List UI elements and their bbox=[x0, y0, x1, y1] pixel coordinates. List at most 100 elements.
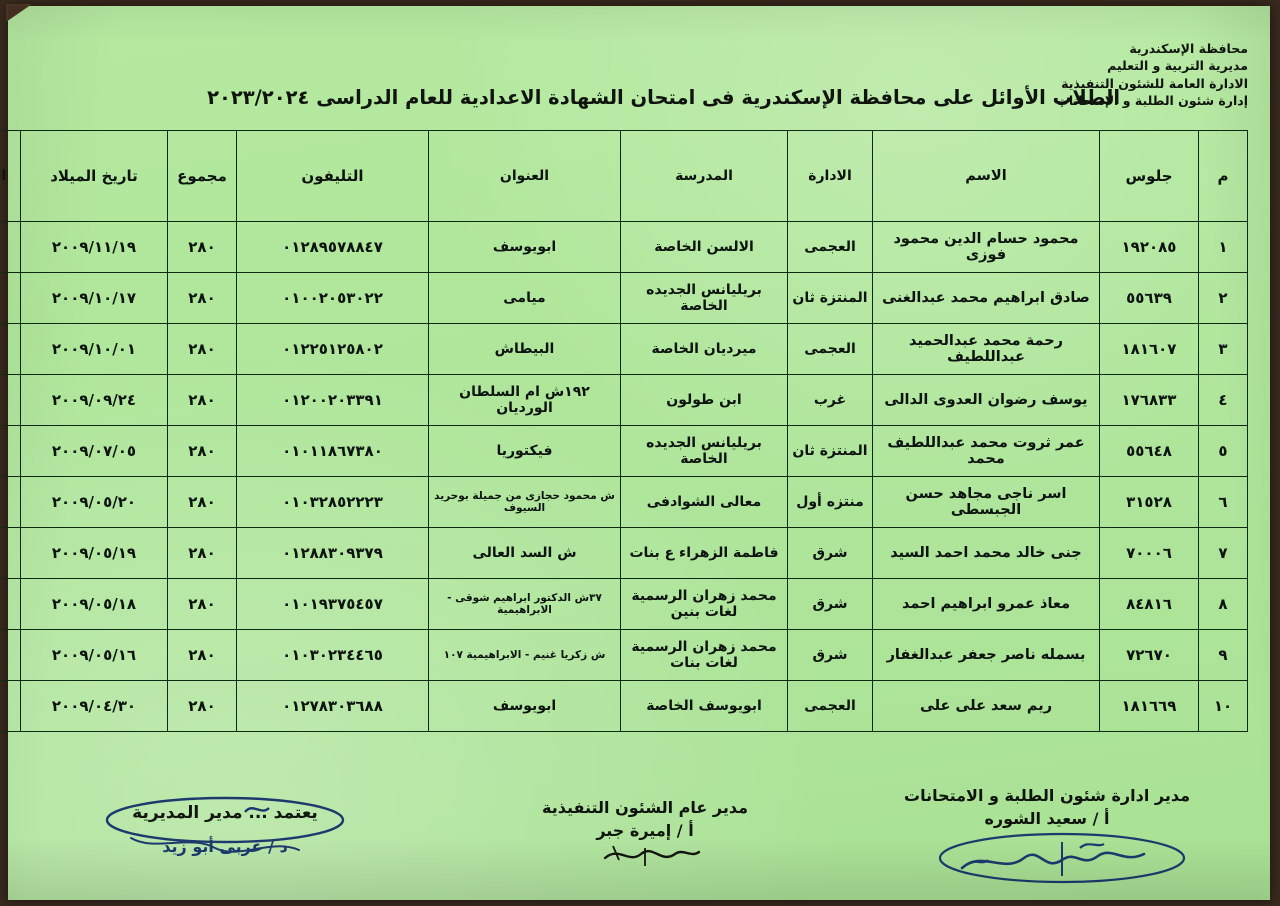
cell-birth: ٢٠٠٩/٠٧/٠٥ bbox=[20, 425, 168, 477]
cell-seat: ٧٢٦٧٠ bbox=[1099, 629, 1199, 681]
cell-rank: الأولمكرر bbox=[0, 629, 21, 681]
cell-total: ٢٨٠ bbox=[167, 425, 237, 477]
cell-address: ش محمود حجازى من جميلة بوحريد السيوف bbox=[428, 476, 621, 528]
letterhead-line-governorate: محافظة الإسكندرية bbox=[1129, 41, 1248, 56]
cell-admin: المنتزة ثان bbox=[787, 425, 873, 477]
rank-primary: الأول bbox=[0, 536, 17, 553]
page-title: الطلاب الأوائل على محافظة الإسكندرية فى … bbox=[207, 86, 1120, 109]
cell-admin: غرب bbox=[787, 374, 873, 426]
cell-name: ريم سعد على على bbox=[872, 680, 1100, 732]
cell-birth: ٢٠٠٩/٠٤/٣٠ bbox=[20, 680, 168, 732]
cell-admin: شرق bbox=[787, 527, 873, 579]
rank-primary: الأول bbox=[0, 239, 17, 256]
cell-no: ١ bbox=[1198, 221, 1248, 273]
signature-title-exams-director: مدير ادارة شئون الطلبة و الامتحانات bbox=[903, 786, 1190, 805]
cell-seat: ٨٤٨١٦ bbox=[1099, 578, 1199, 630]
table-row: ٥ ٥٥٦٤٨ عمر ثروت محمد عبداللطيف محمد المنتز… bbox=[0, 425, 1248, 477]
rank-primary: الأول bbox=[0, 383, 17, 400]
cell-name: عمر ثروت محمد عبداللطيف محمد bbox=[872, 425, 1100, 477]
cell-name: اسر ناجى مجاهد حسن الجبسطى bbox=[872, 476, 1100, 528]
cell-no: ٩ bbox=[1198, 629, 1248, 681]
cell-admin: العجمى bbox=[787, 323, 873, 375]
cell-phone: ٠١٠٣٢٨٥٢٢٢٣ bbox=[236, 476, 429, 528]
rank-primary: الأول bbox=[0, 689, 17, 706]
column-header-school: المدرسة bbox=[620, 130, 788, 222]
letterhead: محافظة الإسكندرية مديرية التربية و التعل… bbox=[1056, 40, 1248, 109]
cell-school: محمد زهران الرسمية لغات بنات bbox=[620, 629, 788, 681]
table-body: ١ ١٩٢٠٨٥ محمود حسام الدين محمود فوزى العجمى… bbox=[0, 221, 1248, 732]
cell-address: ١٩٢ش ام السلطان الورديان bbox=[428, 374, 621, 426]
cell-no: ٦ bbox=[1198, 476, 1248, 528]
rank-secondary: مكرر bbox=[0, 502, 17, 519]
signature-title-executive-director: مدير عام الشئون التنفيذية bbox=[541, 798, 749, 817]
letterhead-line-department: إدارة شئون الطلبة و الإمتحانات bbox=[1056, 92, 1248, 108]
cell-total: ٢٨٠ bbox=[167, 272, 237, 324]
column-header-seat: جلوس bbox=[1099, 130, 1199, 222]
signature-block-executive-director: مدير عام الشئون التنفيذية أ / إميرة جبر bbox=[495, 796, 795, 874]
cell-school: فاطمة الزهراء ع بنات bbox=[620, 527, 788, 579]
rank-primary: الأول bbox=[0, 281, 17, 298]
cell-total: ٢٨٠ bbox=[167, 476, 237, 528]
cell-rank: الأول bbox=[0, 221, 21, 273]
cell-phone: ٠١٠٠٢٠٥٣٠٢٢ bbox=[236, 272, 429, 324]
cell-seat: ٥٥٦٤٨ bbox=[1099, 425, 1199, 477]
cell-no: ٨ bbox=[1198, 578, 1248, 630]
letterhead-line-directorate: مديرية التربية و التعليم bbox=[1107, 58, 1248, 74]
cell-admin: شرق bbox=[787, 578, 873, 630]
cell-school: معالى الشوادفى bbox=[620, 476, 788, 528]
cell-phone: ٠١٠١٩٣٧٥٤٥٧ bbox=[236, 578, 429, 630]
cell-admin: العجمى bbox=[787, 221, 873, 273]
column-header-no: م bbox=[1198, 130, 1248, 222]
cell-no: ٣ bbox=[1198, 323, 1248, 375]
cell-phone: ٠١٠٣٠٢٣٤٤٦٥ bbox=[236, 629, 429, 681]
cell-phone: ٠١٢٠٠٢٠٣٣٩١ bbox=[236, 374, 429, 426]
rank-secondary: مكرر bbox=[0, 400, 17, 417]
cell-address: ش زكريا غنيم - الابراهيمية ١٠٧ bbox=[428, 629, 621, 681]
cell-name: صادق ابراهيم محمد عبدالغنى bbox=[872, 272, 1100, 324]
signature-name-executive-director: أ / إميرة جبر bbox=[596, 821, 694, 841]
cell-seat: ٧٠٠٠٦ bbox=[1099, 527, 1199, 579]
cell-school: ابويوسف الخاصة bbox=[620, 680, 788, 732]
cell-total: ٢٨٠ bbox=[167, 629, 237, 681]
table-header-row: م جلوس الاسم الادارة المدرسة العنوان الت… bbox=[0, 130, 1248, 222]
cell-name: رحمة محمد عبدالحميد عبداللطيف bbox=[872, 323, 1100, 375]
column-header-name: الاسم bbox=[872, 130, 1100, 222]
cell-name: بسمله ناصر جعفر عبدالغفار bbox=[872, 629, 1100, 681]
column-header-rank: الترتيب bbox=[0, 130, 21, 222]
cell-birth: ٢٠٠٩/٠٥/٢٠ bbox=[20, 476, 168, 528]
cell-school: بريليانس الجديده الخاصة bbox=[620, 425, 788, 477]
cell-seat: ١٩٢٠٨٥ bbox=[1099, 221, 1199, 273]
cell-seat: ١٧٦٨٣٣ bbox=[1099, 374, 1199, 426]
cell-no: ٤ bbox=[1198, 374, 1248, 426]
cell-birth: ٢٠٠٩/١٠/٠١ bbox=[20, 323, 168, 375]
cell-school: محمد زهران الرسمية لغات بنين bbox=[620, 578, 788, 630]
handwritten-approval-directorate-head: يعتمد ... مدير المديرية د / عربى أبو زيد bbox=[105, 796, 345, 856]
cell-total: ٢٨٠ bbox=[167, 221, 237, 273]
cell-no: ٢ bbox=[1198, 272, 1248, 324]
cell-address: ابويوسف bbox=[428, 680, 621, 732]
rank-secondary: مكرر bbox=[0, 706, 17, 723]
cell-school: الالسن الخاصة bbox=[620, 221, 788, 273]
cell-no: ٧ bbox=[1198, 527, 1248, 579]
table-row: ١٠ ١٨١٦٦٩ ريم سعد على على العجمى ابويوسف الخ… bbox=[0, 680, 1248, 732]
cell-school: ميرديان الخاصة bbox=[620, 323, 788, 375]
cell-no: ١٠ bbox=[1198, 680, 1248, 732]
cell-rank: الأولمكرر bbox=[0, 272, 21, 324]
table-row: ٤ ١٧٦٨٣٣ يوسف رضوان العدوى الدالى غرب ابن طو… bbox=[0, 374, 1248, 426]
signature-name-exams-director: أ / سعيد الشوره bbox=[984, 809, 1110, 829]
signature-block-exams-director: مدير ادارة شئون الطلبة و الامتحانات أ / … bbox=[882, 784, 1212, 886]
cell-admin: منتزه أول bbox=[787, 476, 873, 528]
cell-rank: الأولمكرر bbox=[0, 476, 21, 528]
rank-secondary: مكرر bbox=[0, 298, 17, 315]
column-header-address: العنوان bbox=[428, 130, 621, 222]
cell-phone: ٠١٢٨٨٣٠٩٣٧٩ bbox=[236, 527, 429, 579]
cell-total: ٢٨٠ bbox=[167, 527, 237, 579]
letterhead-line-general-admin: الادارة العامة للشئون التنفيذية bbox=[1061, 75, 1248, 91]
cell-birth: ٢٠٠٩/٠٥/١٦ bbox=[20, 629, 168, 681]
column-header-birth: تاريخ الميلاد bbox=[20, 130, 168, 222]
rank-secondary: مكرر bbox=[0, 349, 17, 366]
cell-no: ٥ bbox=[1198, 425, 1248, 477]
cell-birth: ٢٠٠٩/٠٥/١٨ bbox=[20, 578, 168, 630]
signature-block-directorate-head: يعتمد ... مدير المديرية د / عربى أبو زيد bbox=[65, 796, 365, 868]
cell-name: جنى خالد محمد احمد السيد bbox=[872, 527, 1100, 579]
